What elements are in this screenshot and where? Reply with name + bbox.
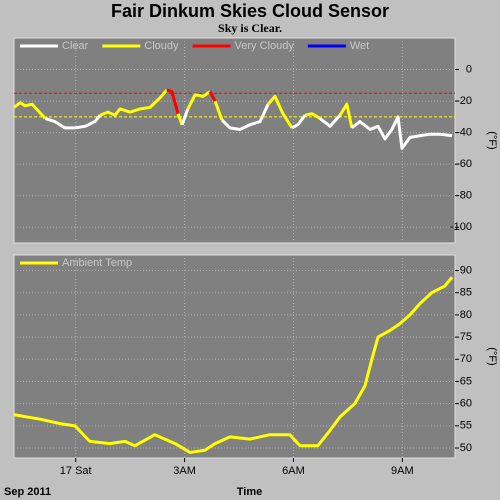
chart-title: Fair Dinkum Skies Cloud Sensor: [111, 1, 389, 21]
data-line: [266, 94, 294, 129]
y-tick-label: -60: [456, 158, 472, 170]
y-tick-label: 65: [460, 375, 472, 387]
data-line: [186, 90, 211, 110]
chart-subtitle: Sky is Clear.: [218, 21, 282, 35]
y-tick-label: -100: [450, 221, 472, 233]
legend-label: Cloudy: [144, 40, 179, 52]
y-tick-label: 70: [460, 353, 472, 365]
x-tick-label: 6AM: [282, 465, 305, 477]
y-tick-label: 0: [466, 63, 472, 75]
y-tick-label: 85: [460, 287, 472, 299]
data-line: [166, 88, 180, 115]
y-tick-label: 60: [460, 398, 472, 410]
date-label: Sep 2011: [4, 486, 51, 498]
legend-label: Very Cloudy: [235, 40, 295, 52]
x-tick-label: 9AM: [391, 465, 414, 477]
data-line: [44, 114, 102, 130]
plot-area: [13, 37, 456, 244]
data-line: [13, 276, 454, 454]
data-line: [319, 114, 342, 128]
x-tick-label: 3AM: [173, 465, 196, 477]
y-tick-label: 55: [460, 420, 472, 432]
legend-label: Wet: [350, 40, 369, 52]
x-tick-label: 17 Sat: [60, 465, 92, 477]
data-line: [220, 103, 270, 131]
data-line: [180, 108, 190, 126]
data-line: [13, 101, 47, 120]
y-tick-label: 80: [460, 309, 472, 321]
data-line: [99, 89, 168, 117]
y-tick-label: 75: [460, 331, 472, 343]
y-tick-label: 50: [460, 442, 472, 454]
data-line: [350, 115, 453, 150]
y-tick-label: -80: [456, 190, 472, 202]
y-tick-label: -40: [456, 127, 472, 139]
legend-label: Clear: [62, 40, 89, 52]
data-line: [213, 100, 224, 121]
data-line: [304, 112, 321, 120]
y-tick-label: -20: [456, 95, 472, 107]
data-line: [338, 102, 354, 129]
y-axis-label: (°F): [486, 347, 498, 365]
x-axis-label: Time: [237, 486, 262, 498]
data-line: [291, 114, 307, 130]
plot-area: [13, 254, 456, 459]
y-axis-label: (°F): [486, 131, 498, 149]
y-tick-label: 90: [460, 264, 472, 276]
data-line: [208, 90, 217, 102]
legend-label: Ambient Temp: [62, 257, 132, 269]
